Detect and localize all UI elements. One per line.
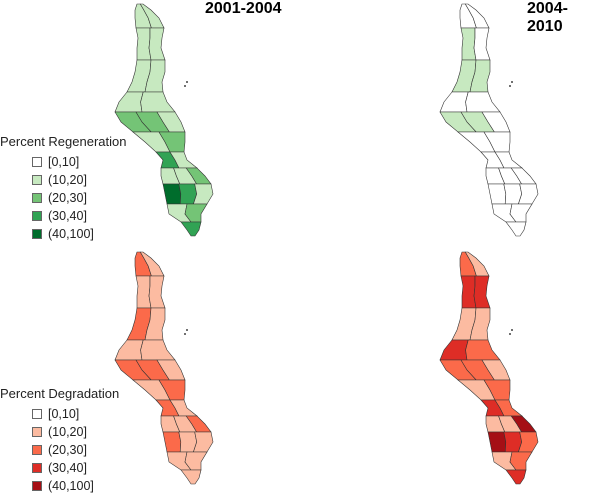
district-region [473, 27, 491, 61]
legend-degradation: Percent Degradation [0,10] (10,20] (20,30]… [0, 386, 119, 495]
period-title-2001-2004: 2001-2004 [205, 0, 282, 17]
district-region [487, 431, 507, 453]
district-region [178, 431, 198, 453]
degradation-legend-item: (10,20] [32, 423, 119, 441]
degradation-legend-label: (20,30] [48, 443, 87, 457]
district-region [505, 221, 527, 237]
regeneration-legend-label: (20,30] [48, 191, 87, 205]
degradation-legend-label: (30,40] [48, 461, 87, 475]
district-region [148, 27, 166, 61]
district-region [473, 275, 491, 309]
district-region [162, 431, 182, 453]
regeneration-legend-swatch [32, 193, 42, 203]
district-region [460, 27, 477, 61]
degradation-legend-label: [0,10] [48, 407, 80, 421]
legend-regeneration: Percent Regeneration [0,10] (10,20] (20,30… [0, 134, 126, 243]
degradation-legend-item: [0,10] [32, 405, 119, 423]
map-regeneration-2001-2004 [114, 3, 214, 237]
degradation-legend-item: (30,40] [32, 459, 119, 477]
degradation-legend-item: (20,30] [32, 441, 119, 459]
district-region [140, 91, 176, 113]
regeneration-legend-swatch [32, 175, 42, 185]
district-region [503, 431, 523, 453]
island-mark [509, 85, 511, 87]
island-mark [511, 81, 513, 83]
district-region [465, 339, 501, 361]
island-mark [186, 329, 188, 331]
regeneration-legend-item: [0,10] [32, 153, 126, 171]
district-region [503, 183, 523, 205]
map-degradation-2001-2004 [114, 251, 214, 485]
legend-regeneration-title: Percent Regeneration [0, 134, 127, 149]
regeneration-legend-label: [0,10] [48, 155, 80, 169]
map-regeneration-2004-2010 [439, 3, 539, 237]
regeneration-legend-item: (40,100] [32, 225, 126, 243]
district-region [180, 469, 202, 485]
district-region [135, 27, 152, 61]
district-region [135, 275, 152, 309]
district-region [439, 91, 469, 113]
degradation-legend-label: (40,100] [48, 479, 94, 493]
district-region [439, 339, 469, 361]
district-region [487, 183, 507, 205]
island-mark [186, 81, 188, 83]
district-region [114, 339, 144, 361]
degradation-legend-label: (10,20] [48, 425, 87, 439]
degradation-legend-swatch [32, 445, 42, 455]
period-title-2004-2010: 2004-2010 [527, 0, 568, 35]
district-region [465, 91, 501, 113]
regeneration-legend-swatch [32, 211, 42, 221]
degradation-legend-item: (40,100] [32, 477, 119, 495]
regeneration-legend-item: (10,20] [32, 171, 126, 189]
map-degradation-2004-2010 [439, 251, 539, 485]
district-region [180, 221, 202, 237]
regeneration-legend-item: (30,40] [32, 207, 126, 225]
district-region [148, 275, 166, 309]
district-region [162, 183, 182, 205]
island-mark [509, 333, 511, 335]
legend-regeneration-items: [0,10] (10,20] (20,30] (30,40] (40,100] [32, 153, 126, 243]
regeneration-legend-swatch [32, 229, 42, 239]
degradation-legend-swatch [32, 427, 42, 437]
regeneration-legend-label: (10,20] [48, 173, 87, 187]
degradation-legend-swatch [32, 481, 42, 491]
regeneration-legend-label: (40,100] [48, 227, 94, 241]
regeneration-legend-swatch [32, 157, 42, 167]
district-region [114, 91, 144, 113]
island-mark [511, 329, 513, 331]
island-mark [184, 85, 186, 87]
district-region [505, 469, 527, 485]
legend-degradation-title: Percent Degradation [0, 386, 120, 401]
district-region [460, 275, 477, 309]
regeneration-legend-label: (30,40] [48, 209, 87, 223]
island-mark [184, 333, 186, 335]
regeneration-legend-item: (20,30] [32, 189, 126, 207]
degradation-legend-swatch [32, 409, 42, 419]
degradation-legend-swatch [32, 463, 42, 473]
district-region [178, 183, 198, 205]
legend-degradation-items: [0,10] (10,20] (20,30] (30,40] (40,100] [32, 405, 119, 495]
district-region [140, 339, 176, 361]
